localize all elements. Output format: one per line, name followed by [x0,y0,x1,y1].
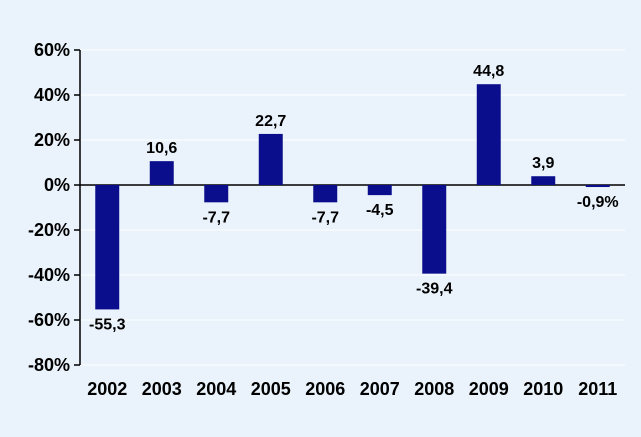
x-tick-label: 2009 [469,379,509,399]
y-tick-label: -20% [28,220,70,240]
data-label: -4,5 [366,202,394,219]
bar [422,185,447,274]
bar [531,176,556,185]
y-tick-label: 0% [44,175,70,195]
data-labels: -55,3 10,6 -7,7 22,7 -7,7 -4,5 -39,4 44,8 3,9 -0,… [89,63,619,333]
x-tick-label: 2006 [305,379,345,399]
gridlines [74,49,625,366]
data-label: -55,3 [89,316,126,333]
y-tick-label: 60% [34,40,70,60]
y-tick-labels: 60% 40% 20% 0% -20% -40% -60% -80% [28,40,70,375]
data-label: 44,8 [473,63,504,80]
x-tick-label: 2008 [414,379,454,399]
bar [367,185,392,196]
x-tick-label: 2011 [578,379,617,399]
data-label: -39,4 [416,281,453,298]
bar [313,185,338,203]
y-tick-label: -40% [28,265,70,285]
data-label: 3,9 [532,155,554,172]
bars [95,84,610,310]
data-label: 22,7 [255,113,286,130]
x-tick-label: 2002 [87,379,127,399]
x-tick-labels: 2002 2003 2004 2005 2006 2007 2008 2009 2010 2011 [87,379,617,399]
x-tick-label: 2004 [196,379,236,399]
data-label: -7,7 [202,209,230,226]
y-tick-label: -80% [28,355,70,375]
data-label: -7,7 [311,209,339,226]
bar [585,185,610,188]
y-tick-label: -60% [28,310,70,330]
x-tick-label: 2010 [523,379,563,399]
x-tick-label: 2007 [360,379,400,399]
bar [476,84,501,185]
bar [258,133,283,185]
bar [149,161,174,185]
x-tick-label: 2003 [142,379,182,399]
bar [95,185,120,310]
data-label: 10,6 [146,140,177,157]
y-tick-label: 20% [34,130,70,150]
x-tick-label: 2005 [251,379,291,399]
data-label: -0,9% [577,194,619,211]
bar [204,185,229,203]
y-tick-label: 40% [34,85,70,105]
